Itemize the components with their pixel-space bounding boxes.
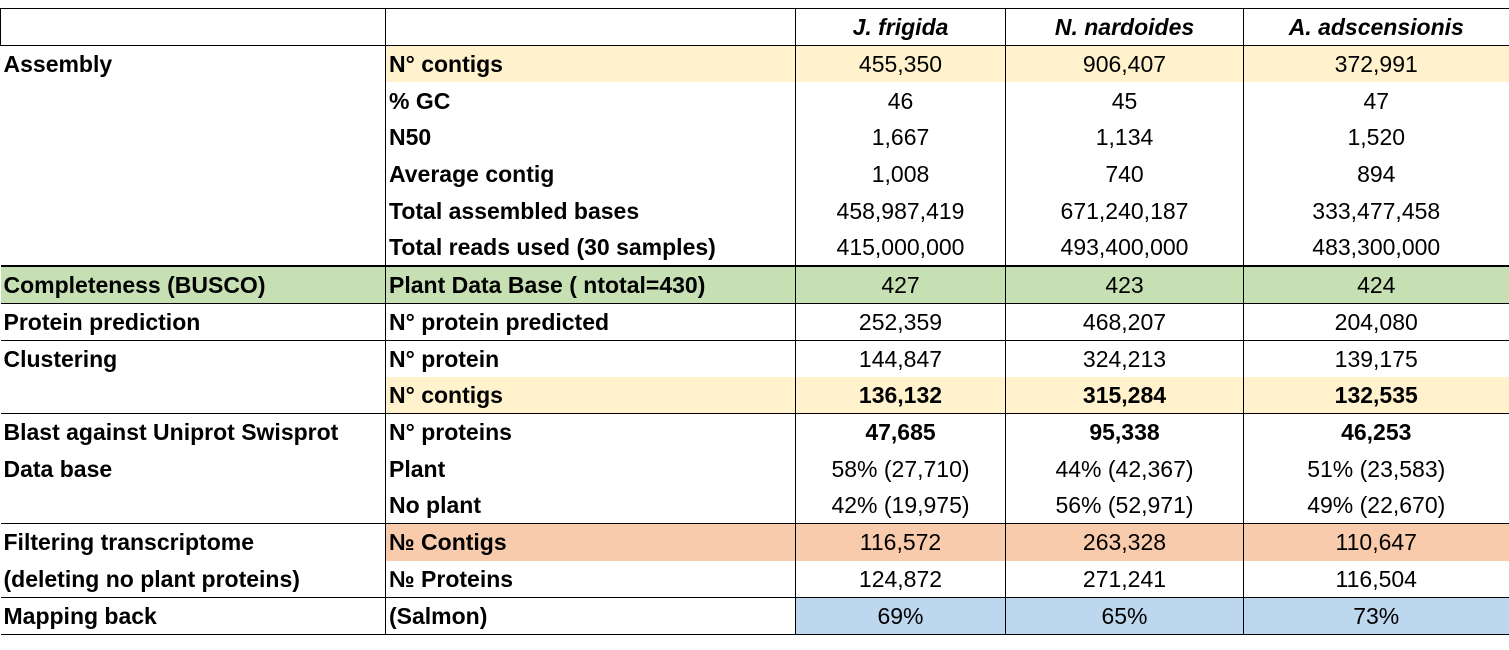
cell-value: 315,284 (1005, 377, 1244, 415)
cell-value: 671,240,187 (1005, 192, 1244, 229)
table-row: No plant 42% (19,975) 56% (52,971) 49% (… (0, 487, 1509, 525)
cell-value: 73% (1243, 597, 1509, 635)
header-empty-2 (385, 8, 796, 46)
cell-value: 116,504 (1243, 560, 1509, 598)
cell-value: 372,991 (1243, 45, 1509, 83)
cell-value: 271,241 (1005, 560, 1244, 598)
header-j-frigida: J. frigida (795, 8, 1006, 46)
table-row: Filtering transcriptome № Contigs 116,57… (1, 523, 1509, 561)
cell-value: 58% (27,710) (795, 450, 1006, 488)
cell-value: 144,847 (795, 340, 1006, 378)
cell-value: 136,132 (795, 377, 1006, 415)
section-filtering-line1: Filtering transcriptome (3, 529, 254, 556)
results-table: J. frigida N. nardoides A. adscensionis … (0, 8, 1509, 635)
cell-value: 455,350 (795, 45, 1006, 83)
row-label: No plant (385, 487, 796, 525)
cell-value: 1,008 (795, 155, 1006, 193)
cell-value: 95,338 (1005, 413, 1244, 451)
section-completeness: Completeness (BUSCO) (0, 264, 386, 304)
cell-value: 46,253 (1243, 413, 1509, 451)
table-row: Total assembled bases 458,987,419 671,24… (1, 192, 1509, 229)
cell-value: 468,207 (1005, 303, 1244, 341)
cell-value: 424 (1243, 264, 1509, 304)
table-row: Clustering N° protein 144,847 324,213 13… (0, 340, 1509, 415)
cell-value: 204,080 (1243, 303, 1509, 341)
row-label: N° protein predicted (385, 303, 796, 341)
cell-value: 458,987,419 (795, 192, 1006, 229)
row-label: N° contigs (385, 377, 796, 415)
table-row: Blast against Uniprot Swisprot N° protei… (1, 413, 1509, 451)
cell-value: 423 (1005, 264, 1244, 304)
row-label: Total assembled bases (385, 192, 796, 229)
cell-value: 124,872 (795, 560, 1006, 598)
cell-value: 1,667 (795, 118, 1006, 156)
cell-value: 493,400,000 (1005, 228, 1244, 266)
header-a-adscensionis: A. adscensionis (1243, 8, 1509, 46)
cell-value: 132,535 (1243, 377, 1509, 415)
table-row: % GC 46 45 47 (1, 82, 1509, 119)
table-row: N50 1,667 1,134 1,520 (1, 118, 1509, 156)
row-label: (Salmon) (385, 597, 796, 635)
cell-value: 46 (795, 82, 1006, 119)
table-row: Total reads used (30 samples) 415,000,00… (1, 228, 1509, 266)
cell-value: 894 (1243, 155, 1509, 193)
cell-value: 324,213 (1005, 340, 1244, 378)
header-empty-1 (0, 8, 386, 46)
cell-value: 906,407 (1005, 45, 1244, 83)
table-row: Protein prediction N° protein predicted … (0, 303, 1509, 341)
row-label: Plant Data Base ( ntotal=430) (385, 264, 796, 304)
section-blast-line1: Blast against Uniprot Swisprot (3, 419, 339, 446)
table-row: Average contig 1,008 740 894 (1, 155, 1509, 193)
cell-value: 42% (19,975) (795, 487, 1006, 525)
section-protein-prediction: Protein prediction (0, 303, 386, 341)
table-row: (deleting no plant proteins) № Proteins … (0, 560, 1509, 598)
section-assembly: Assembly (3, 51, 113, 77)
cell-value: 1,134 (1005, 118, 1244, 156)
table-row: N° contigs 136,132 315,284 132,535 (1, 377, 1509, 415)
cell-value: 427 (795, 264, 1006, 304)
row-label: % GC (385, 82, 796, 119)
section-blast-line2: Data base (3, 455, 113, 482)
cell-value: 333,477,458 (1243, 192, 1509, 229)
section-blast-spacer (0, 487, 386, 525)
table-row: Mapping back (Salmon) 69% 65% 73% (0, 597, 1509, 635)
cell-value: 69% (795, 597, 1006, 635)
cell-value: 483,300,000 (1243, 228, 1509, 266)
cell-value: 47,685 (795, 413, 1006, 451)
cell-value: 65% (1005, 597, 1244, 635)
row-label: Total reads used (30 samples) (385, 228, 796, 266)
cell-value: 740 (1005, 155, 1244, 193)
cell-value: 139,175 (1243, 340, 1509, 378)
cell-value: 252,359 (795, 303, 1006, 341)
cell-value: 56% (52,971) (1005, 487, 1244, 525)
cell-value: 44% (42,367) (1005, 450, 1244, 488)
table-row: Assembly N° contigs 455,350 906,407 372,… (1, 45, 1509, 83)
row-label: № Contigs (385, 523, 796, 561)
cell-value: 116,572 (795, 523, 1006, 561)
row-label: N° protein (385, 340, 796, 378)
cell-value: 51% (23,583) (1243, 450, 1509, 488)
row-label: N° proteins (385, 413, 796, 451)
cell-value: 47 (1243, 82, 1509, 119)
cell-value: 45 (1005, 82, 1244, 119)
section-clustering: Clustering (0, 340, 386, 415)
row-label: N50 (385, 118, 796, 156)
header-n-nardoides: N. nardoides (1005, 8, 1244, 46)
cell-value: 49% (22,670) (1243, 487, 1509, 525)
row-label: Plant (385, 450, 796, 488)
table-row: Completeness (BUSCO) Plant Data Base ( n… (0, 264, 1509, 304)
cell-value: 1,520 (1243, 118, 1509, 156)
row-label: № Proteins (385, 560, 796, 598)
row-label: Average contig (385, 155, 796, 193)
cell-value: 263,328 (1005, 523, 1244, 561)
cell-value: 110,647 (1243, 523, 1509, 561)
section-mapping: Mapping back (0, 597, 386, 635)
row-label: N° contigs (385, 45, 796, 83)
table-row: Data base Plant 58% (27,710) 44% (42,367… (1, 450, 1509, 488)
section-filtering-line2: (deleting no plant proteins) (0, 560, 386, 598)
cell-value: 415,000,000 (795, 228, 1006, 266)
header-row: J. frigida N. nardoides A. adscensionis (0, 8, 1509, 46)
